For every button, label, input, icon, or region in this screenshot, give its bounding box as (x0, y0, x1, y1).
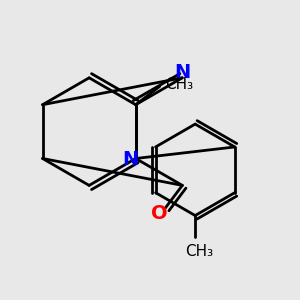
Text: O: O (151, 204, 168, 223)
Text: N: N (122, 150, 138, 170)
Text: N: N (174, 63, 190, 82)
Text: CH₃: CH₃ (165, 77, 194, 92)
Text: CH₃: CH₃ (185, 244, 214, 259)
